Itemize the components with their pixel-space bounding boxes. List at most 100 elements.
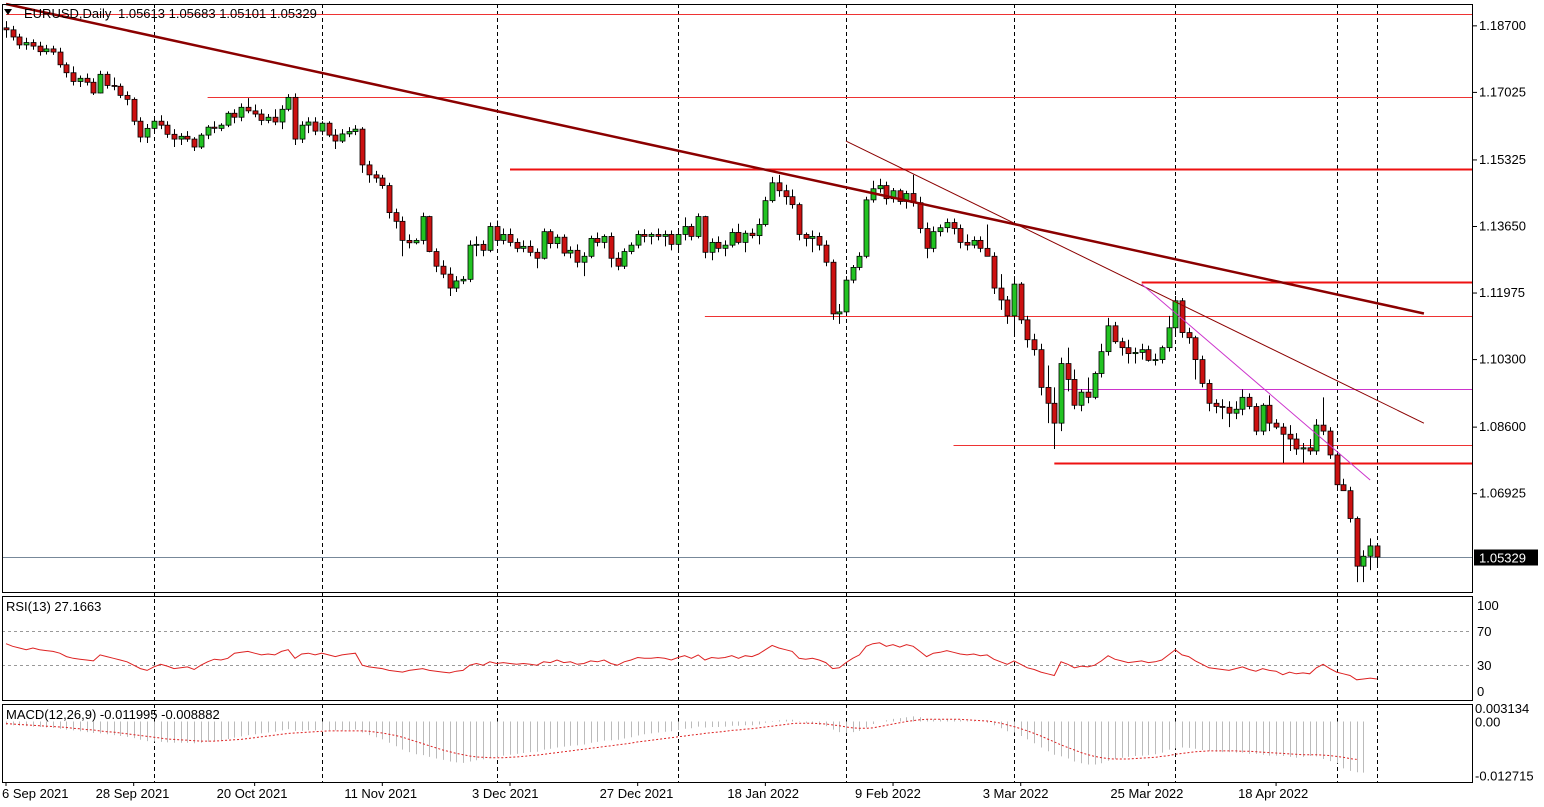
candle [164, 121, 171, 138]
candle [823, 240, 830, 267]
candle [924, 222, 931, 259]
candle [628, 242, 635, 255]
candle [769, 176, 776, 203]
candle [225, 111, 232, 128]
candle-body [635, 234, 642, 246]
time-tick-label: 18 Jan 2022 [727, 786, 799, 801]
candle [1334, 450, 1341, 489]
candle [312, 117, 319, 136]
candle-body [453, 280, 460, 289]
candle [1092, 371, 1099, 400]
candle-body [1253, 406, 1260, 432]
candle [675, 228, 682, 253]
candle-body [1354, 518, 1361, 567]
time-tick-label: 25 Mar 2022 [1110, 786, 1183, 801]
candle-body [628, 244, 635, 252]
candle [420, 212, 427, 245]
candle-body [1098, 351, 1105, 374]
panel-frame [2, 596, 1473, 701]
candle-body [352, 128, 359, 132]
trend-line [1141, 283, 1371, 481]
candle [205, 125, 212, 140]
candle-body [23, 42, 30, 46]
candle-body [104, 73, 111, 86]
candle-body [1045, 386, 1052, 404]
candle-body [1152, 359, 1159, 361]
candle [1307, 439, 1314, 455]
candle [641, 229, 648, 243]
current-price-marker: 1.05329 [1474, 549, 1538, 566]
candle [453, 276, 460, 293]
candle-body [10, 29, 17, 38]
candle [1186, 327, 1193, 344]
macd-axis-label: -0.012715 [1475, 769, 1534, 784]
candle [830, 259, 837, 320]
symbol-menu-icon[interactable] [4, 9, 12, 15]
candle [527, 240, 534, 257]
candle-body [292, 96, 299, 140]
candle-body [1065, 363, 1072, 380]
candle-body [50, 48, 57, 53]
candle [937, 224, 944, 237]
candle [836, 303, 843, 324]
candle-body [621, 251, 628, 267]
candle-body [319, 122, 326, 132]
candle-body [158, 120, 165, 126]
candle [1139, 343, 1146, 360]
candle-body [117, 85, 124, 96]
candle-body [762, 200, 769, 225]
candle [581, 252, 588, 277]
candle [1112, 321, 1119, 344]
candle [292, 93, 299, 146]
price-tick-label: 1.10300 [1479, 352, 1526, 367]
candle [514, 238, 521, 253]
candle [1038, 343, 1045, 396]
candle [90, 78, 97, 95]
candle-body [137, 120, 144, 138]
candle [1192, 335, 1199, 380]
candle-body [1360, 555, 1367, 567]
candles [3, 21, 1381, 583]
candle-body [111, 85, 118, 87]
trend-line [5, 2, 1425, 315]
candle [964, 234, 971, 251]
candle [971, 236, 978, 249]
candle [715, 236, 722, 253]
candle-body [426, 216, 433, 252]
candle-body [144, 127, 151, 138]
candle [863, 196, 870, 259]
candle-body [809, 236, 816, 239]
candle [594, 232, 601, 247]
candle-body [897, 190, 904, 202]
candle-body [1206, 383, 1213, 404]
candle-body [1246, 396, 1253, 407]
candle [883, 181, 890, 205]
candle-body [1347, 490, 1354, 519]
candle-body [1071, 379, 1078, 406]
candle-body [722, 244, 729, 249]
candle-body [339, 133, 346, 142]
candle-body [581, 255, 588, 263]
candle-body [1300, 447, 1307, 450]
candle-body [164, 124, 171, 135]
candle-body [682, 226, 689, 235]
candle-body [131, 98, 138, 122]
candle-body [688, 226, 695, 237]
candle-body [971, 239, 978, 246]
rsi-line [5, 642, 1377, 681]
candle [144, 123, 151, 144]
candle-body [823, 244, 830, 263]
current-price-box [1474, 549, 1538, 566]
candle-body [332, 134, 339, 142]
candle-body [305, 121, 312, 126]
candle-body [1119, 341, 1126, 349]
candle-body [1145, 349, 1152, 361]
candle-body [258, 113, 265, 121]
candle [1246, 393, 1253, 410]
candle-body [37, 45, 44, 53]
candle-body [964, 241, 971, 246]
candle [843, 276, 850, 316]
candle [1260, 403, 1267, 436]
